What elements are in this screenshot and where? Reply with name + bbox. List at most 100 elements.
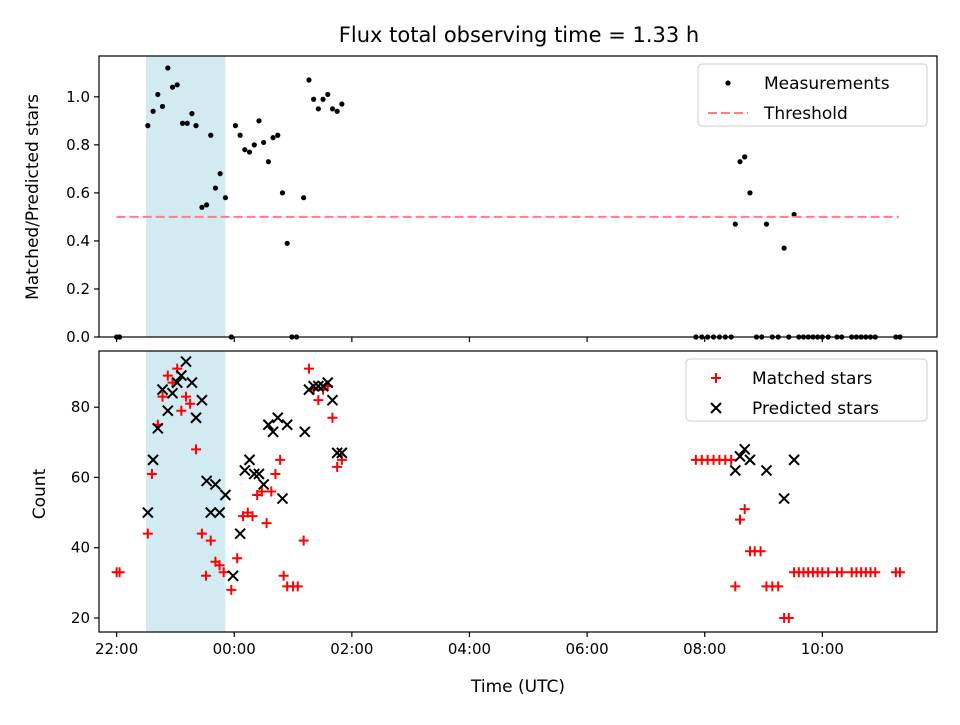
- predicted-star-point: [257, 478, 270, 491]
- measurement-point: [204, 202, 210, 208]
- legend-label: Predicted stars: [752, 399, 879, 419]
- matched-star-point: [218, 567, 229, 578]
- predicted-star-point: [227, 570, 239, 582]
- legend-label: Matched stars: [752, 369, 872, 389]
- y-tick-label: 0.4: [66, 232, 90, 250]
- predicted-star-point: [156, 383, 169, 396]
- measurement-point: [237, 132, 243, 138]
- measurement-point: [222, 195, 229, 201]
- measurement-point: [261, 139, 267, 146]
- measurement-point: [301, 195, 307, 201]
- predicted-star-point: [209, 478, 222, 491]
- measurement-point: [732, 221, 738, 227]
- measurement-point: [256, 118, 262, 124]
- y-tick-label: 0.8: [66, 136, 90, 154]
- measurement-point: [242, 147, 248, 153]
- y-tick-label: 60: [71, 468, 90, 486]
- measurement-point: [189, 111, 195, 117]
- y-tick-label: 80: [71, 398, 90, 416]
- measurement-point: [763, 221, 770, 227]
- matched-star-point: [773, 581, 784, 592]
- matched-star-point: [196, 528, 207, 539]
- predicted-star-point: [239, 464, 251, 477]
- predicted-star-point: [200, 475, 213, 487]
- measurement-point: [155, 91, 161, 98]
- matched-star-point: [201, 570, 212, 581]
- matched-star-point: [823, 567, 834, 578]
- predicted-star-point: [326, 394, 339, 406]
- predicted-star-point: [738, 443, 751, 456]
- x-tick-label: 00:00: [213, 640, 256, 658]
- panel-ratio: 0.0 0.2 0.4 0.6 0.8 1.0 Measurements Threshold: [66, 55, 938, 346]
- predicted-star-point: [778, 492, 790, 505]
- measurement-point: [246, 149, 253, 155]
- axes-frame: [98, 350, 938, 633]
- measurement-point: [184, 120, 190, 126]
- predicted-star-point: [272, 412, 284, 424]
- measurement-point: [334, 108, 340, 114]
- predicted-star-point: [205, 506, 217, 519]
- matched-star-point: [261, 518, 272, 529]
- measurement-point: [159, 103, 166, 110]
- measurement-point: [742, 154, 748, 160]
- predicted-star-point: [219, 489, 232, 501]
- matched-star-point: [275, 454, 286, 465]
- predicted-star-point: [744, 454, 756, 466]
- matched-star-point: [870, 567, 881, 578]
- predicted-star-point: [322, 376, 334, 389]
- measurement-point: [212, 185, 219, 191]
- matched-star-point: [726, 454, 737, 465]
- measurement-point: [199, 204, 205, 210]
- measurement-point: [315, 106, 321, 112]
- matched-star-point: [292, 581, 303, 592]
- predicted-star-point: [336, 447, 348, 459]
- predicted-star-point: [166, 387, 179, 399]
- measurement-point: [174, 82, 180, 88]
- matched-star-point: [191, 444, 202, 455]
- predicted-star-point: [734, 450, 746, 463]
- measurement-point: [165, 65, 171, 71]
- measurement-point: [284, 240, 290, 246]
- matched-star-point: [894, 567, 905, 578]
- x-tick-label: 06:00: [565, 640, 608, 658]
- predicted-star-point: [299, 426, 311, 438]
- measurement-point: [325, 91, 331, 98]
- panel-counts: 20 40 60 80 22:00 00:00 02:00 04:00 06:00 08:00 10…: [71, 350, 938, 658]
- y-axis-label-ratio: Matched/Predicted stars: [23, 94, 43, 300]
- legend-measurement-swatch: [725, 80, 731, 86]
- matched-star-point: [298, 535, 309, 546]
- legend-matched-swatch: [711, 373, 721, 383]
- measurement-point: [781, 245, 787, 251]
- measurement-point: [150, 108, 156, 114]
- measurement-point: [306, 77, 312, 83]
- x-tick-label: 22:00: [95, 640, 138, 658]
- matched-star-point: [755, 546, 766, 557]
- y-tick-label: 40: [71, 539, 90, 557]
- predicted-star-point: [248, 468, 260, 480]
- measurement-point: [208, 132, 214, 138]
- y-tick-label: 0.6: [66, 184, 90, 202]
- predicted-star-point: [281, 419, 293, 431]
- measurement-point: [251, 142, 257, 148]
- measurement-point: [339, 101, 345, 107]
- measurement-point: [193, 123, 199, 129]
- legend-predicted-swatch: [710, 402, 722, 414]
- matched-star-point: [181, 391, 192, 402]
- predicted-star-point: [196, 394, 208, 406]
- matched-star-point: [185, 398, 196, 409]
- x-tick-label: 02:00: [330, 640, 373, 658]
- matched-star-point: [142, 528, 153, 539]
- matched-star-point: [114, 567, 125, 578]
- matched-star-point: [730, 581, 741, 592]
- measurement-point: [747, 190, 753, 196]
- x-axis-label: Time (UTC): [470, 677, 565, 697]
- predicted-star-point: [267, 426, 279, 438]
- predicted-star-point: [276, 492, 289, 505]
- measurement-point: [270, 135, 276, 141]
- legend-box: [685, 358, 928, 422]
- matched-star-point: [146, 468, 157, 479]
- predicted-star-point: [760, 464, 773, 477]
- predicted-star-point: [186, 376, 198, 389]
- matched-star-point: [313, 395, 324, 406]
